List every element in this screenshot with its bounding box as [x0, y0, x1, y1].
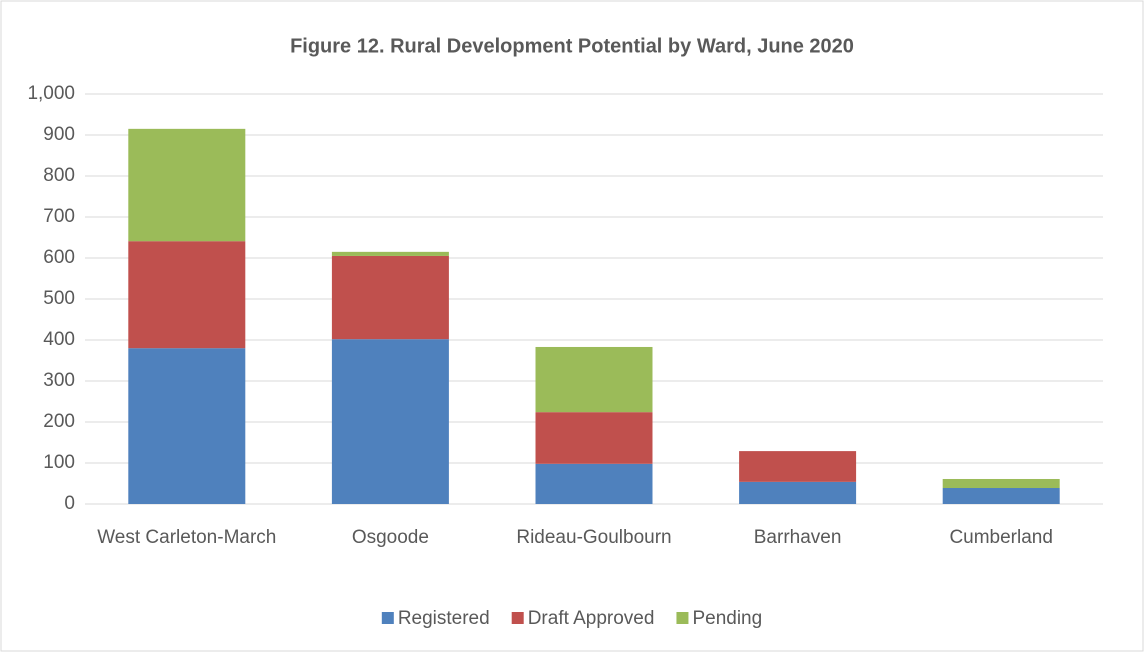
y-tick-label: 200: [43, 411, 75, 432]
y-tick-label: 500: [43, 288, 75, 309]
y-tick-label: 900: [43, 124, 75, 145]
x-tick-label: Rideau-Goulbourn: [516, 527, 672, 548]
x-tick-label: Cumberland: [949, 527, 1053, 548]
legend-swatch: [676, 612, 689, 624]
bar-segment: [331, 339, 449, 504]
legend-label: Registered: [398, 608, 490, 629]
bar-segment: [128, 241, 246, 349]
y-tick-label: 0: [64, 493, 75, 514]
bar-segment: [331, 251, 449, 256]
y-tick-label: 1,000: [27, 83, 75, 104]
x-tick-label: Barrhaven: [753, 527, 842, 548]
bar-segment: [535, 346, 653, 413]
legend-label: Pending: [692, 608, 762, 629]
bar-segment: [128, 128, 246, 242]
y-tick-label: 600: [43, 247, 75, 268]
legend-label: Draft Approved: [528, 608, 655, 629]
bar-segment: [942, 478, 1060, 489]
x-tick-label: West Carleton-March: [97, 527, 277, 548]
bar-segment: [535, 412, 653, 464]
bar-segment: [739, 451, 857, 482]
bar-segment: [535, 463, 653, 504]
legend-swatch: [381, 612, 394, 624]
y-tick-label: 100: [43, 452, 75, 473]
bar-segment: [331, 255, 449, 340]
bar-segment: [128, 348, 246, 504]
y-tick-label: 800: [43, 165, 75, 186]
legend-swatch: [511, 612, 524, 624]
bar-segment: [942, 488, 1060, 504]
bar-segment: [739, 481, 857, 504]
y-tick-label: 300: [43, 370, 75, 391]
y-tick-label: 400: [43, 329, 75, 350]
chart-title: Figure 12. Rural Development Potential b…: [290, 35, 854, 57]
y-tick-label: 700: [43, 206, 75, 227]
x-tick-label: Osgoode: [351, 527, 429, 548]
